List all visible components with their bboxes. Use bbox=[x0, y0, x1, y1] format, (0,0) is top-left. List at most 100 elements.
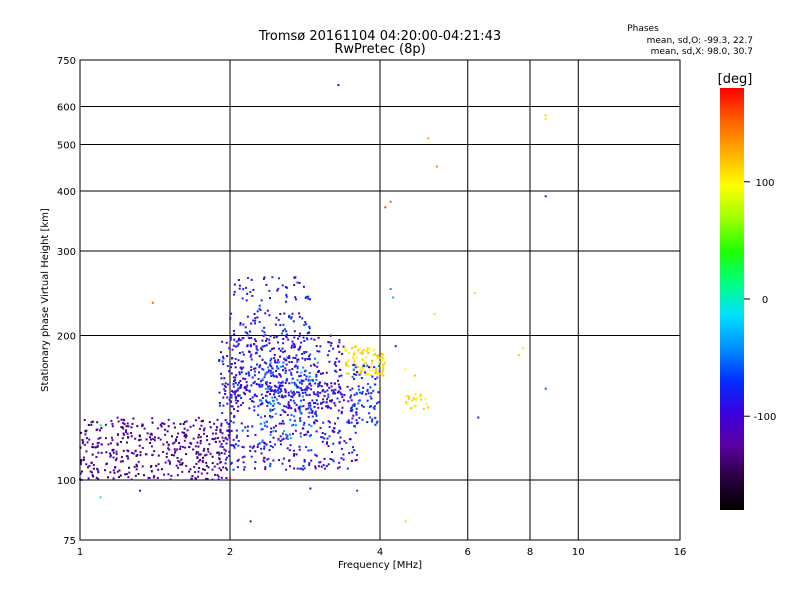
data-point bbox=[233, 283, 236, 286]
data-point bbox=[198, 467, 201, 469]
data-point bbox=[118, 476, 121, 478]
data-point bbox=[226, 429, 229, 432]
data-point bbox=[290, 317, 292, 320]
data-point bbox=[241, 351, 244, 354]
data-point bbox=[235, 429, 238, 432]
data-point bbox=[181, 431, 184, 434]
data-point bbox=[317, 406, 320, 409]
data-point bbox=[92, 464, 95, 466]
data-point bbox=[261, 439, 264, 442]
data-point bbox=[239, 322, 242, 324]
data-point bbox=[179, 448, 182, 450]
data-point bbox=[338, 375, 341, 378]
data-point bbox=[316, 361, 319, 364]
data-point bbox=[205, 461, 208, 464]
data-point bbox=[341, 352, 344, 355]
data-point bbox=[338, 461, 341, 464]
data-point bbox=[355, 407, 358, 410]
data-point bbox=[337, 345, 340, 348]
data-point bbox=[357, 385, 360, 388]
data-point bbox=[232, 329, 235, 332]
data-point bbox=[130, 426, 133, 429]
data-point bbox=[304, 378, 307, 381]
data-point bbox=[202, 429, 205, 432]
data-point bbox=[233, 290, 236, 293]
data-point bbox=[232, 344, 235, 347]
data-point bbox=[300, 382, 303, 385]
data-point bbox=[424, 397, 427, 400]
data-point bbox=[218, 453, 221, 456]
data-point bbox=[364, 361, 367, 364]
data-point bbox=[293, 365, 296, 368]
data-point bbox=[167, 447, 170, 450]
data-point bbox=[304, 369, 307, 372]
data-point bbox=[253, 393, 256, 396]
data-point bbox=[267, 385, 269, 388]
data-point bbox=[413, 374, 416, 377]
data-point bbox=[244, 331, 247, 334]
data-point bbox=[345, 349, 348, 352]
data-point bbox=[272, 347, 275, 350]
data-point bbox=[294, 364, 297, 367]
data-point bbox=[288, 361, 291, 364]
data-point bbox=[254, 352, 257, 355]
data-point bbox=[372, 354, 375, 357]
data-point bbox=[298, 394, 301, 397]
data-point bbox=[121, 437, 124, 440]
data-point bbox=[223, 388, 226, 391]
data-point bbox=[369, 374, 372, 377]
data-point bbox=[257, 383, 260, 386]
data-point bbox=[141, 423, 144, 426]
data-point bbox=[343, 440, 346, 443]
data-point bbox=[300, 371, 303, 374]
data-point bbox=[371, 359, 374, 362]
data-point bbox=[282, 365, 284, 368]
data-point bbox=[341, 406, 344, 409]
data-point bbox=[269, 445, 272, 447]
data-point bbox=[350, 399, 353, 402]
data-point bbox=[298, 281, 301, 284]
data-point bbox=[286, 414, 289, 417]
data-point bbox=[259, 364, 262, 367]
data-point bbox=[236, 389, 239, 392]
data-point bbox=[251, 294, 254, 297]
data-point bbox=[296, 281, 299, 284]
data-point bbox=[320, 465, 323, 468]
data-point bbox=[183, 427, 186, 430]
data-point bbox=[269, 465, 272, 468]
data-point bbox=[285, 330, 288, 333]
data-point bbox=[333, 382, 336, 385]
data-point bbox=[177, 432, 180, 435]
data-point bbox=[256, 316, 259, 319]
data-point bbox=[228, 431, 231, 434]
data-point bbox=[353, 393, 356, 396]
data-point bbox=[216, 437, 219, 439]
data-point bbox=[265, 371, 268, 374]
data-point bbox=[277, 318, 280, 321]
data-point bbox=[314, 402, 317, 404]
data-point bbox=[374, 416, 377, 419]
data-point bbox=[298, 348, 301, 351]
data-point bbox=[279, 355, 282, 358]
stats-heading: Phases bbox=[627, 24, 659, 34]
data-point bbox=[282, 396, 284, 399]
data-point bbox=[193, 466, 196, 468]
data-point bbox=[192, 448, 195, 451]
data-point bbox=[237, 339, 240, 342]
data-point bbox=[257, 378, 260, 380]
data-point bbox=[355, 413, 358, 416]
data-point bbox=[305, 323, 308, 326]
data-point bbox=[168, 448, 171, 451]
data-point bbox=[340, 447, 343, 450]
data-point bbox=[329, 399, 331, 402]
data-point bbox=[221, 436, 224, 439]
data-point bbox=[333, 430, 336, 433]
data-point bbox=[235, 374, 238, 377]
data-point bbox=[296, 358, 299, 361]
data-point bbox=[354, 366, 357, 369]
data-point bbox=[274, 430, 277, 433]
data-point bbox=[259, 422, 262, 425]
data-point bbox=[353, 363, 356, 366]
data-point bbox=[327, 396, 330, 399]
